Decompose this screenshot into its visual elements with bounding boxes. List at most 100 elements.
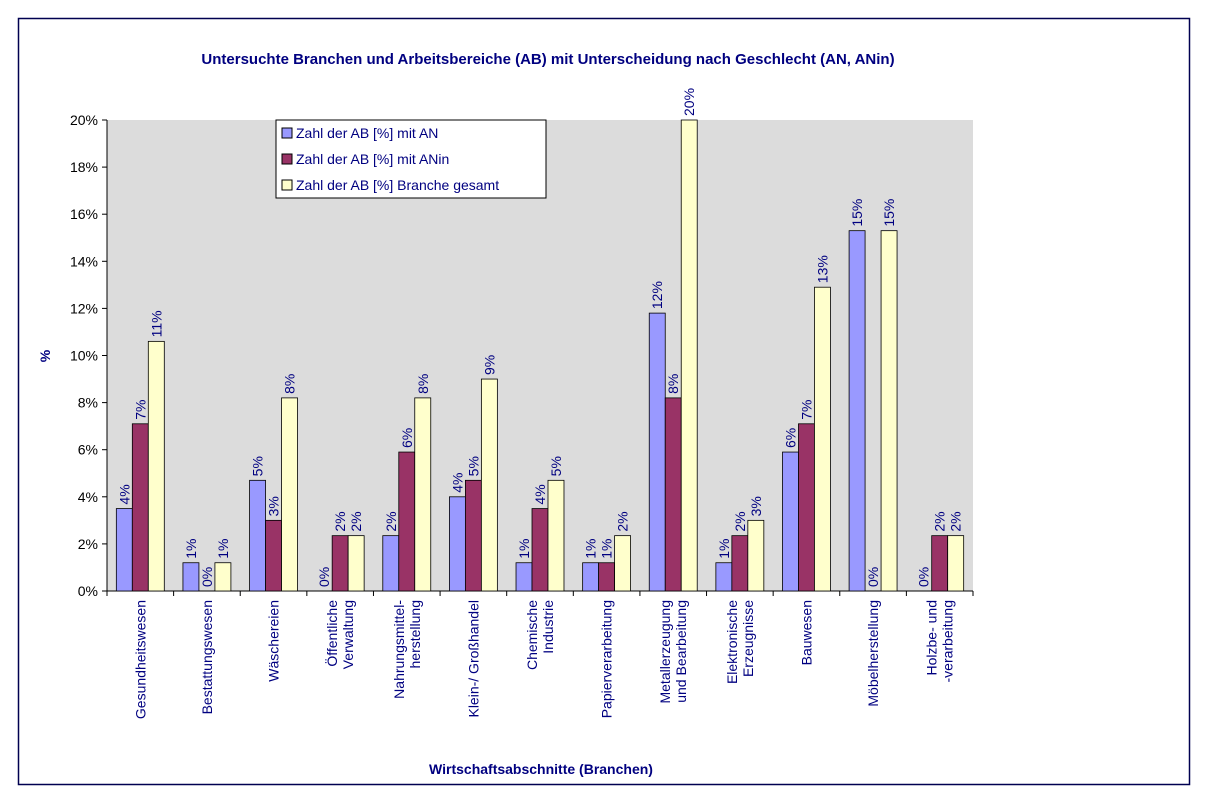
x-axis-title: Wirtschaftsabschnitte (Branchen) xyxy=(429,761,653,777)
value-label: 1% xyxy=(516,539,532,559)
bar xyxy=(648,312,666,592)
y-tick-label: 10% xyxy=(70,348,98,364)
x-tick-label: Bestattungswesen xyxy=(199,600,215,714)
bar xyxy=(947,535,965,592)
bar xyxy=(331,535,349,592)
value-label: 3% xyxy=(266,496,282,516)
y-tick-label: 18% xyxy=(70,159,98,175)
value-label: 1% xyxy=(183,539,199,559)
value-label: 15% xyxy=(849,199,865,227)
value-label: 0% xyxy=(916,567,932,587)
bar xyxy=(182,562,200,592)
y-tick-label: 6% xyxy=(78,442,98,458)
value-label: 12% xyxy=(649,281,665,309)
bar xyxy=(347,535,365,592)
y-tick-label: 8% xyxy=(78,395,98,411)
bar xyxy=(464,479,482,592)
bar xyxy=(782,451,799,592)
y-tick-label: 12% xyxy=(70,300,98,316)
chart-title: Untersuchte Branchen und Arbeitsbereiche… xyxy=(201,51,894,68)
x-tick-label: Klein-/ Großhandel xyxy=(465,600,481,718)
bar xyxy=(382,535,400,592)
legend-label: Zahl der AB [%] Branche gesamt xyxy=(296,177,499,193)
value-label: 6% xyxy=(782,428,798,448)
value-label: 5% xyxy=(250,456,266,476)
value-label: 2% xyxy=(932,511,948,531)
value-label: 0% xyxy=(316,567,332,587)
x-tick-label: Wäschereien xyxy=(266,600,282,682)
bar xyxy=(680,119,698,592)
bar xyxy=(398,451,416,592)
y-tick-label: 2% xyxy=(78,536,98,552)
value-label: 8% xyxy=(665,374,681,394)
bar xyxy=(582,562,600,592)
value-label: 11% xyxy=(148,310,164,337)
value-label: 7% xyxy=(798,400,814,420)
bar xyxy=(880,230,898,592)
value-label: 1% xyxy=(599,539,615,559)
value-label: 4% xyxy=(532,484,548,504)
value-label: 2% xyxy=(332,511,348,531)
bar xyxy=(547,479,565,592)
value-label: 0% xyxy=(199,567,215,587)
value-label: 2% xyxy=(615,511,631,531)
y-tick-label: 14% xyxy=(70,253,98,269)
bar xyxy=(115,508,133,592)
y-axis-title: % xyxy=(37,349,53,362)
x-tick-label: Metallerzeugungund Bearbeitung xyxy=(657,600,689,704)
value-label: 6% xyxy=(399,428,415,448)
bar xyxy=(281,397,298,592)
value-label: 0% xyxy=(865,567,881,587)
bar xyxy=(214,562,232,592)
legend-label: Zahl der AB [%] mit AN xyxy=(296,125,438,141)
bar xyxy=(747,519,765,592)
value-label: 4% xyxy=(449,473,465,493)
value-label: 13% xyxy=(814,255,830,283)
x-tick-label: Papierverarbeitung xyxy=(599,600,615,718)
bar xyxy=(848,230,866,592)
bar xyxy=(414,397,432,592)
value-label: 20% xyxy=(681,88,697,116)
value-label: 5% xyxy=(548,456,564,476)
bar xyxy=(931,535,949,592)
y-tick-label: 20% xyxy=(70,112,98,128)
value-label: 2% xyxy=(383,511,399,531)
bar xyxy=(614,535,631,592)
value-label: 7% xyxy=(132,400,148,420)
value-label: 2% xyxy=(348,511,364,531)
value-label: 4% xyxy=(116,484,132,504)
value-label: 1% xyxy=(583,539,599,559)
x-tick-label: Nahrungsmittel-herstellung xyxy=(391,600,423,699)
y-tick-label: 4% xyxy=(78,489,98,505)
bar xyxy=(814,286,831,592)
value-label: 2% xyxy=(732,511,748,531)
x-tick-label: Möbelherstellung xyxy=(865,600,881,707)
value-label: 8% xyxy=(415,374,431,394)
x-tick-label: ChemischeIndustrie xyxy=(524,600,556,670)
bar xyxy=(531,508,549,592)
bar xyxy=(731,535,749,592)
legend-swatch xyxy=(281,153,293,165)
value-label: 1% xyxy=(716,539,732,559)
value-label: 5% xyxy=(465,456,481,476)
x-tick-label: ElektronischeErzeugnisse xyxy=(724,600,756,684)
bar xyxy=(715,562,733,592)
legend-swatch xyxy=(281,179,293,191)
value-label: 8% xyxy=(282,374,298,394)
bar xyxy=(598,562,616,592)
x-tick-label: Bauwesen xyxy=(798,600,814,665)
value-label: 15% xyxy=(881,199,897,227)
value-label: 1% xyxy=(215,539,231,559)
x-tick-label: Gesundheitswesen xyxy=(132,600,148,719)
x-tick-label: ÖffentlicheVerwaltung xyxy=(323,600,356,669)
bar xyxy=(664,397,682,592)
x-tick-label: Holzbe- und-verarbeitung xyxy=(924,600,956,683)
bar xyxy=(131,423,149,592)
bar xyxy=(449,496,466,592)
legend-swatch xyxy=(281,127,293,139)
legend-label: Zahl der AB [%] mit ANin xyxy=(296,151,449,167)
value-label: 9% xyxy=(481,355,497,375)
y-tick-label: 0% xyxy=(78,583,98,599)
bar xyxy=(249,479,266,592)
